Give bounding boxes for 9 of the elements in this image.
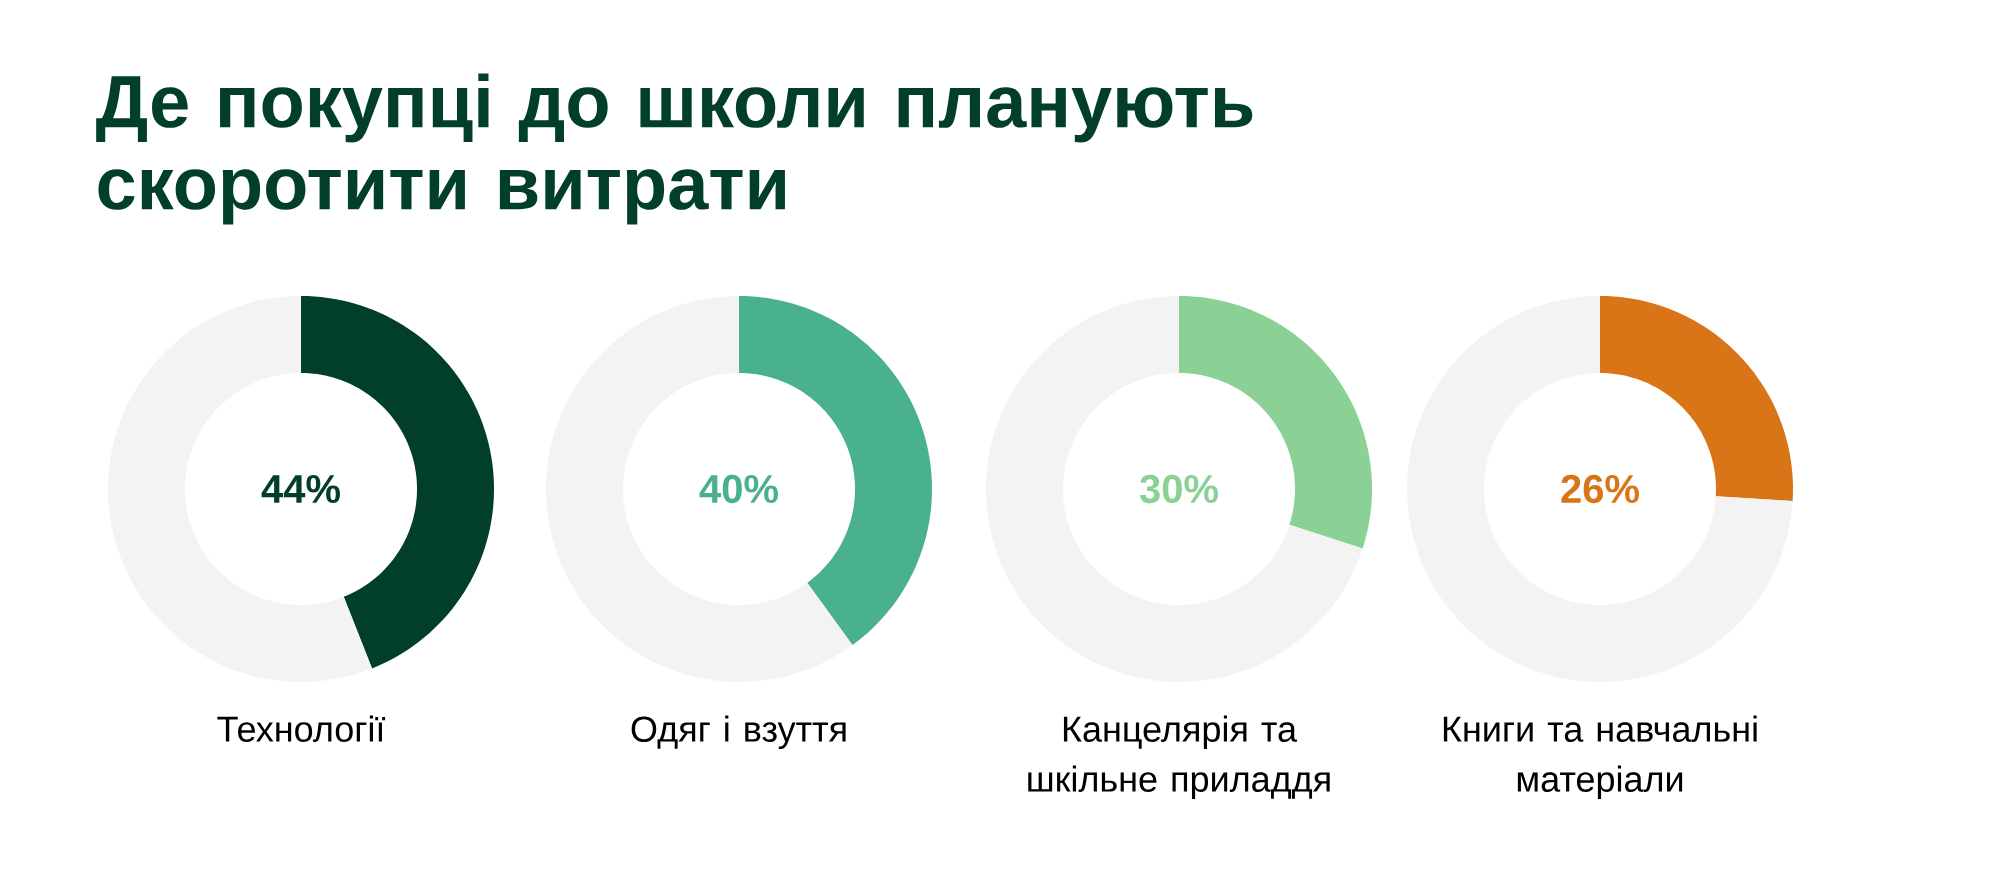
text: 26% <box>1561 474 1639 504</box>
text: 44% <box>261 474 340 504</box>
text: Де покупці до школи планують скоротити витрати <box>96 73 1253 225</box>
text: Канцелярія та шкільне приладдя <box>1028 715 1330 800</box>
text: Технології <box>217 715 386 742</box>
text: Книги та навчальні матеріали <box>1443 715 1757 800</box>
text: 40% <box>699 474 778 504</box>
text: 30% <box>1139 474 1218 504</box>
text: Одяг і взуття <box>631 715 846 750</box>
